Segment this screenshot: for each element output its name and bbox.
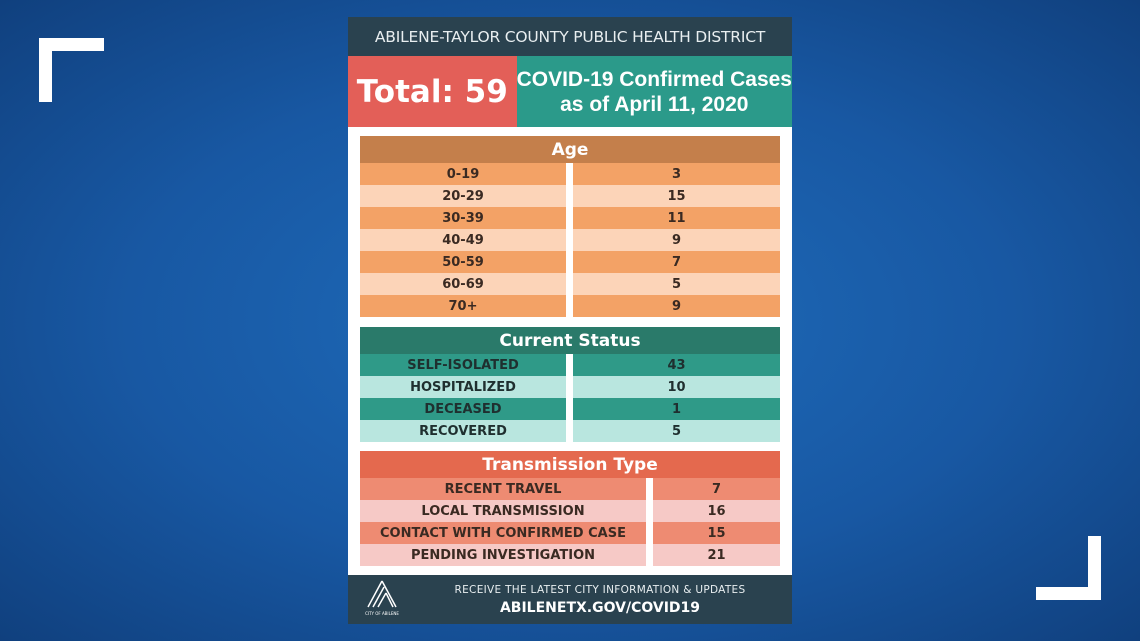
subtitle-line1: COVID-19 Confirmed Cases	[516, 67, 792, 91]
age-value: 7	[573, 251, 780, 273]
age-label: 0-19	[360, 163, 566, 185]
status-value: 5	[573, 420, 780, 442]
city-logo: CITY OF ABILENE	[360, 579, 404, 621]
age-label: 70+	[360, 295, 566, 317]
transmission-row: PENDING INVESTIGATION 21	[360, 544, 780, 566]
status-row: SELF-ISOLATED 43	[360, 354, 780, 376]
transmission-value: 16	[653, 500, 780, 522]
status-value: 1	[573, 398, 780, 420]
transmission-label: CONTACT WITH CONFIRMED CASE	[360, 522, 646, 544]
footer-line1: RECEIVE THE LATEST CITY INFORMATION & UP…	[454, 584, 746, 596]
transmission-row: LOCAL TRANSMISSION 16	[360, 500, 780, 522]
age-row: 20-29 15	[360, 185, 780, 207]
footer-url-link[interactable]: ABILENETX.GOV/COVID19	[499, 600, 701, 616]
age-row: 60-69 5	[360, 273, 780, 295]
age-value: 9	[573, 295, 780, 317]
corner-bracket-top-left	[39, 38, 104, 51]
transmission-value: 21	[653, 544, 780, 566]
age-table: Age 0-19 3 20-29 15 30-39 11 40-49 9 50-59 7 60-69…	[360, 136, 780, 317]
status-value: 10	[573, 376, 780, 398]
corner-bracket-bottom-right	[1088, 536, 1101, 600]
transmission-value: 15	[653, 522, 780, 544]
transmission-header: Transmission Type	[360, 451, 780, 478]
age-value: 9	[573, 229, 780, 251]
age-value: 15	[573, 185, 780, 207]
status-table: Current Status SELF-ISOLATED 43 HOSPITALIZ…	[360, 327, 780, 442]
age-row: 50-59 7	[360, 251, 780, 273]
age-label: 60-69	[360, 273, 566, 295]
age-label: 20-29	[360, 185, 566, 207]
age-row: 0-19 3	[360, 163, 780, 185]
status-label: HOSPITALIZED	[360, 376, 566, 398]
subtitle: COVID-19 Confirmed Cases as of April 11,…	[516, 56, 792, 127]
transmission-row: CONTACT WITH CONFIRMED CASE 15	[360, 522, 780, 544]
transmission-row: RECENT TRAVEL 7	[360, 478, 780, 500]
status-label: RECOVERED	[360, 420, 566, 442]
transmission-value: 7	[653, 478, 780, 500]
city-logo-text: CITY OF ABILENE	[365, 611, 399, 616]
age-label: 30-39	[360, 207, 566, 229]
transmission-label: LOCAL TRANSMISSION	[360, 500, 646, 522]
corner-bracket-bottom-right	[1036, 587, 1101, 600]
transmission-label: RECENT TRAVEL	[360, 478, 646, 500]
status-header: Current Status	[360, 327, 780, 354]
corner-bracket-top-left	[39, 38, 52, 102]
status-value: 43	[573, 354, 780, 376]
subtitle-line2: as of April 11, 2020	[560, 92, 749, 116]
footer: CITY OF ABILENE RECEIVE THE LATEST CITY …	[348, 575, 792, 624]
transmission-table: Transmission Type RECENT TRAVEL 7 LOCAL TR…	[360, 451, 780, 566]
age-label: 40-49	[360, 229, 566, 251]
age-header: Age	[360, 136, 780, 163]
age-value: 11	[573, 207, 780, 229]
status-row: DECEASED 1	[360, 398, 780, 420]
age-row: 30-39 11	[360, 207, 780, 229]
age-label: 50-59	[360, 251, 566, 273]
age-row: 40-49 9	[360, 229, 780, 251]
district-title: ABILENE-TAYLOR COUNTY PUBLIC HEALTH DIST…	[348, 17, 792, 56]
infographic-card: ABILENE-TAYLOR COUNTY PUBLIC HEALTH DIST…	[348, 17, 792, 624]
age-value: 5	[573, 273, 780, 295]
status-label: SELF-ISOLATED	[360, 354, 566, 376]
status-row: RECOVERED 5	[360, 420, 780, 442]
total-cases: Total: 59	[348, 56, 517, 127]
age-value: 3	[573, 163, 780, 185]
transmission-label: PENDING INVESTIGATION	[360, 544, 646, 566]
status-label: DECEASED	[360, 398, 566, 420]
city-logo-icon	[367, 580, 397, 608]
status-row: HOSPITALIZED 10	[360, 376, 780, 398]
age-row: 70+ 9	[360, 295, 780, 317]
